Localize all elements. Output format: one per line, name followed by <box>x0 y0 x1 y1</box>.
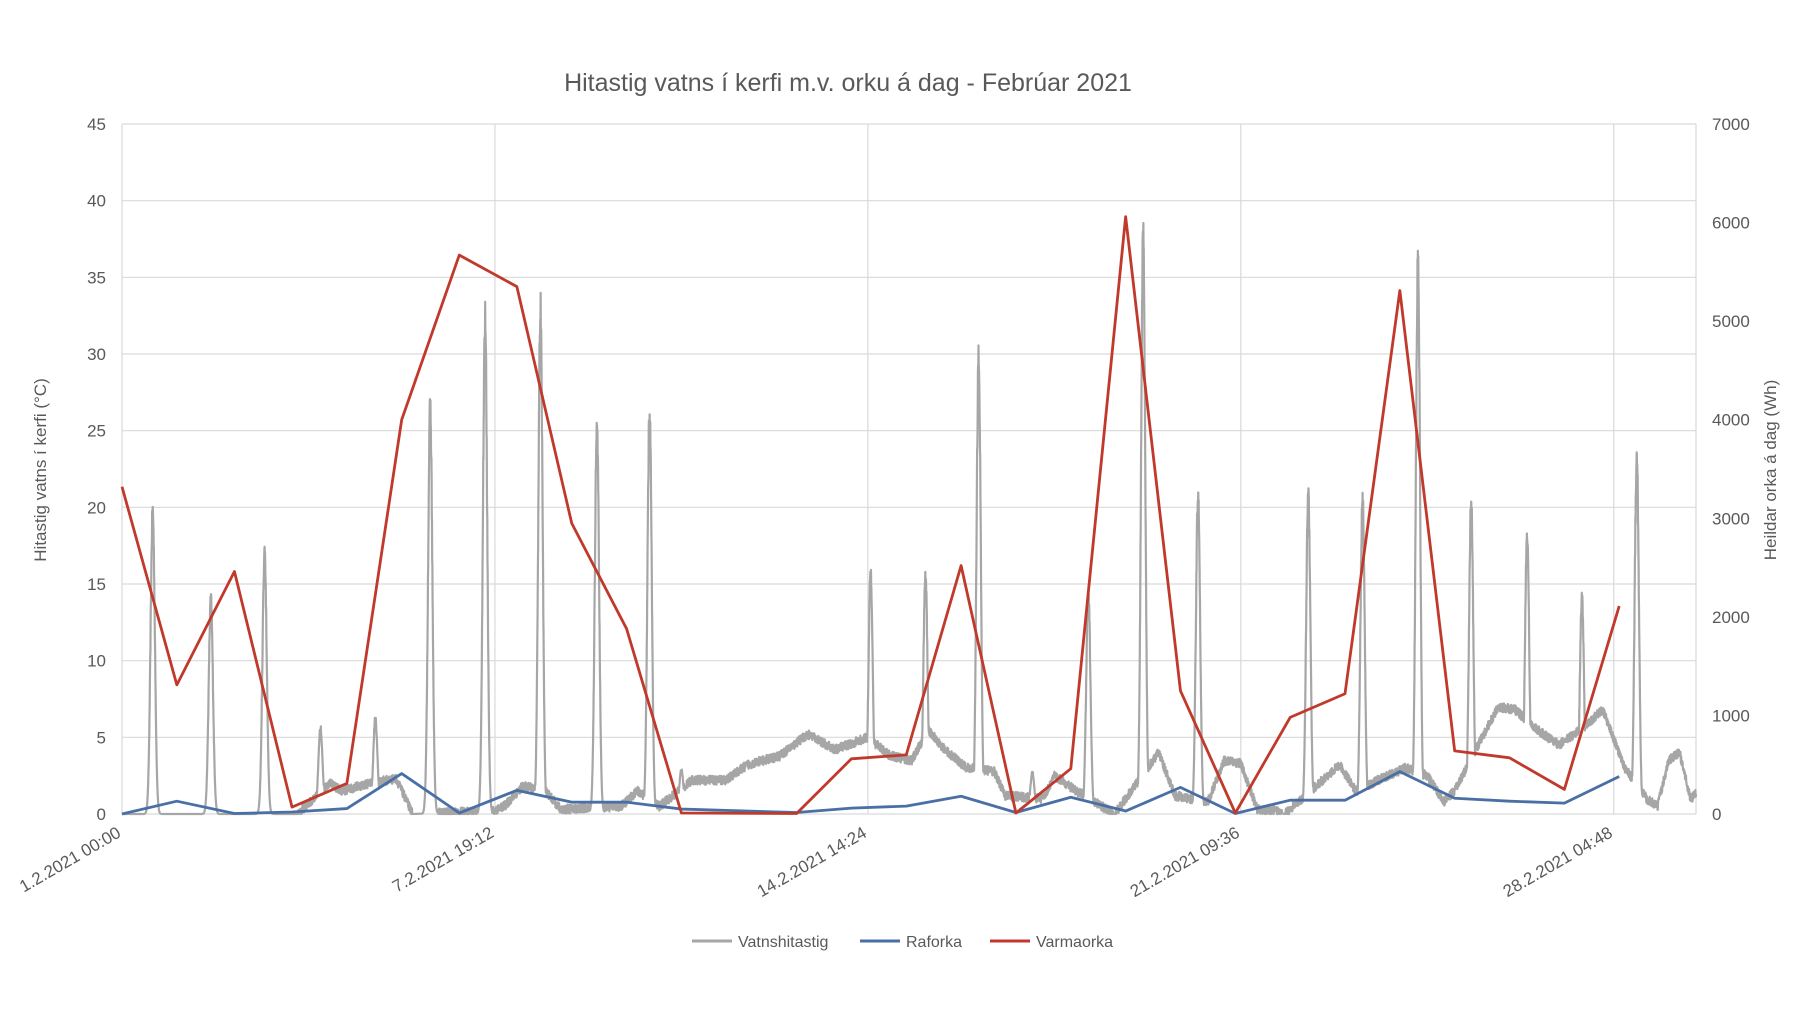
y2-axis-title: Heildar orka á dag (Wh) <box>1761 380 1780 560</box>
y-tick-label: 45 <box>87 115 106 134</box>
legend-label: Varmaorka <box>1036 934 1113 951</box>
y2-tick-label: 7000 <box>1712 115 1750 134</box>
y-axis-title: Hitastig vatns í kerfi (°C) <box>31 378 50 561</box>
y2-tick-label: 3000 <box>1712 509 1750 528</box>
x-tick-label: 14.2.2021 14:24 <box>754 823 870 901</box>
y-tick-label: 35 <box>87 268 106 287</box>
series-layer <box>120 215 1698 816</box>
y2-tick-label: 1000 <box>1712 706 1750 725</box>
x-tick-label: 21.2.2021 09:36 <box>1127 823 1243 901</box>
series-line-vatnshitastig <box>121 221 1698 816</box>
legend-label: Vatnshitastig <box>738 934 828 951</box>
legend-label: Raforka <box>906 934 962 951</box>
y-tick-label: 15 <box>87 575 106 594</box>
y2-tick-label: 6000 <box>1712 214 1750 233</box>
y2-tick-label: 4000 <box>1712 411 1750 430</box>
y-tick-label: 20 <box>87 498 106 517</box>
y-tick-label: 5 <box>97 728 106 747</box>
series-line-varmaorka <box>120 215 1621 815</box>
y-tick-label: 40 <box>87 192 106 211</box>
series-line-raforka <box>121 770 1620 816</box>
y2-tick-label: 0 <box>1712 805 1721 824</box>
x-tick-label: 28.2.2021 04:48 <box>1500 823 1616 901</box>
legend: Vatnshitastig Raforka Varmaorka <box>692 934 1113 951</box>
grid-layer <box>121 123 1697 815</box>
y-tick-label: 10 <box>87 652 106 671</box>
axis-layer: 0 5 10 15 20 25 30 35 40 45 0 1000 2000 3000 4000 5000 6… <box>16 115 1750 901</box>
y-tick-label: 30 <box>87 345 106 364</box>
y2-tick-label: 5000 <box>1712 312 1750 331</box>
x-tick-label: 1.2.2021 00:00 <box>16 823 124 896</box>
y2-tick-label: 2000 <box>1712 608 1750 627</box>
y-tick-label: 0 <box>97 805 106 824</box>
y-tick-label: 25 <box>87 422 106 441</box>
chart-title: Hitastig vatns í kerfi m.v. orku á dag -… <box>564 69 1132 97</box>
x-tick-label: 7.2.2021 19:12 <box>389 823 497 896</box>
